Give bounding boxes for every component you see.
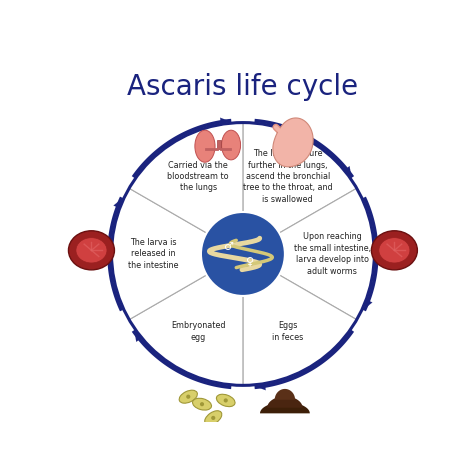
Text: The larva mature
further in the lungs,
ascend the bronchial
tree to the throat, : The larva mature further in the lungs, a…: [243, 149, 332, 204]
Ellipse shape: [217, 394, 235, 407]
Circle shape: [211, 416, 215, 420]
Ellipse shape: [379, 237, 410, 263]
Ellipse shape: [221, 130, 240, 160]
Bar: [217, 140, 221, 149]
Text: Ascaris life cycle: Ascaris life cycle: [128, 73, 358, 101]
Polygon shape: [267, 396, 302, 408]
Wedge shape: [243, 188, 374, 319]
Wedge shape: [111, 188, 243, 319]
Text: The larva is
released in
the intestine: The larva is released in the intestine: [128, 238, 179, 270]
Wedge shape: [243, 254, 357, 385]
Wedge shape: [129, 123, 243, 254]
Text: ♀: ♀: [246, 256, 254, 266]
Ellipse shape: [195, 130, 215, 162]
Circle shape: [224, 398, 228, 402]
Polygon shape: [275, 389, 295, 400]
Wedge shape: [243, 123, 357, 254]
Polygon shape: [273, 118, 313, 167]
Polygon shape: [260, 402, 310, 413]
Ellipse shape: [179, 390, 197, 403]
Text: Upon reaching
the small intestine,
larva develop into
adult worms: Upon reaching the small intestine, larva…: [294, 232, 371, 276]
Ellipse shape: [205, 411, 222, 425]
Ellipse shape: [76, 237, 107, 263]
Circle shape: [186, 395, 191, 399]
Ellipse shape: [372, 231, 418, 270]
Circle shape: [201, 212, 285, 296]
Text: Carried via the
bloodstream to
the lungs: Carried via the bloodstream to the lungs: [167, 161, 229, 192]
Text: Eggs
in feces: Eggs in feces: [272, 321, 303, 342]
Circle shape: [200, 402, 204, 406]
Text: ♂: ♂: [223, 242, 233, 252]
Wedge shape: [129, 254, 243, 385]
Ellipse shape: [192, 398, 211, 410]
Ellipse shape: [68, 231, 114, 270]
Text: Embryonated
egg: Embryonated egg: [171, 321, 226, 342]
